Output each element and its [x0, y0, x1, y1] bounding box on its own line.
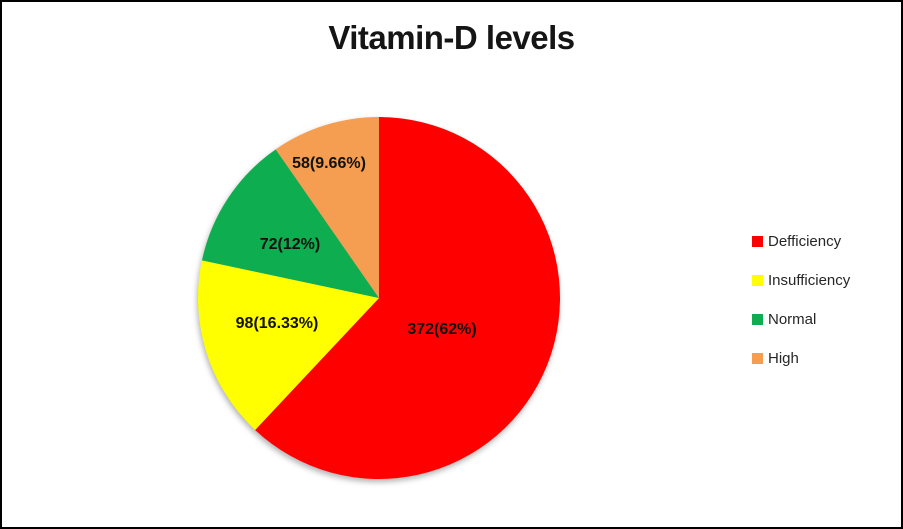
pie-slice-normal — [201, 149, 379, 298]
legend-item-defficiency: Defficiency — [752, 233, 850, 250]
legend: Defficiency Insufficiency Normal High — [752, 233, 850, 367]
slice-label-defficiency: 372(62%) — [407, 321, 477, 338]
chart-title: Vitamin-D levels — [328, 19, 575, 56]
legend-item-insufficiency: Insufficiency — [752, 272, 850, 289]
legend-label-insufficiency: Insufficiency — [768, 272, 851, 289]
legend-label-normal: Normal — [768, 311, 817, 328]
legend-item-high: High — [752, 350, 850, 367]
legend-item-normal: Normal — [752, 311, 850, 328]
slice-label-insufficiency: 98(16.33%) — [235, 315, 319, 332]
legend-swatch-high — [752, 353, 763, 364]
legend-swatch-insufficiency — [752, 275, 763, 286]
slice-label-normal: 72(12%) — [259, 236, 321, 253]
slice-label-high: 58(9.66%) — [292, 155, 366, 172]
legend-swatch-normal — [752, 314, 763, 325]
pie-slice-high — [275, 117, 379, 298]
pie-slice-defficiency — [255, 117, 561, 479]
legend-swatch-defficiency — [752, 236, 763, 247]
legend-label-high: High — [768, 350, 799, 367]
pie-slice-insufficiency — [198, 260, 379, 430]
legend-label-defficiency: Defficiency — [768, 233, 842, 250]
